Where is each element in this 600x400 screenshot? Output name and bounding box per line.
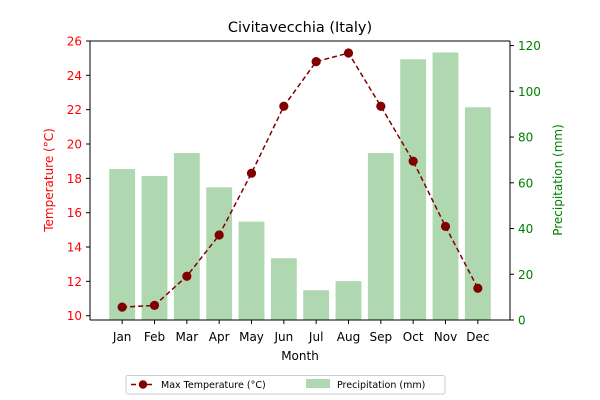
x-tick-label: Feb [144,330,165,344]
right-y-tick-label: 20 [518,268,533,282]
x-tick-label: Nov [434,330,457,344]
x-tick-label: Apr [209,330,230,344]
precipitation-bar-jul [303,290,330,320]
temperature-point-aug [343,48,354,58]
x-axis-label: Month [281,349,319,363]
left-y-axis-ticks: 10 12 14 16 18 20 22 24 26 [67,35,90,323]
left-y-tick-label: 18 [67,172,82,186]
precipitation-bar-jan [109,169,136,320]
left-y-tick-label: 12 [67,275,82,289]
x-tick-label: Jul [308,330,323,344]
temperature-point-mar [182,271,192,281]
chart-title: Civitavecchia (Italy) [228,20,372,36]
left-y-tick-label: 26 [67,35,82,49]
left-y-tick-label: 14 [67,241,82,255]
left-y-tick-label: 16 [67,206,82,220]
x-tick-label: Jan [112,330,132,344]
legend-label-temperature: Max Temperature (°C) [161,380,266,391]
legend-marker-swatch [138,380,148,389]
x-tick-label: May [239,330,264,344]
precipitation-bar-aug [335,281,362,320]
temperature-point-nov [440,221,451,232]
left-y-tick-label: 22 [67,103,82,117]
right-y-tick-label: 0 [518,314,526,328]
right-y-tick-label: 120 [518,39,541,53]
right-y-tick-label: 80 [518,131,533,145]
x-axis-ticks: Jan Feb Mar Apr May Jun Jul Aug Sep Oct Nov Dec [112,320,489,344]
precipitation-bar-feb [141,175,168,320]
left-y-axis-label: Temperature (°C) [42,128,56,233]
axes [89,40,511,321]
temperature-point-jul [311,57,321,67]
temperature-point-oct [408,156,418,166]
temperature-point-jun [279,101,289,111]
temperature-point-sep [376,101,386,111]
precipitation-bar-jun [270,258,297,320]
precipitation-bar-oct [400,59,427,321]
temperature-point-jan [117,302,127,312]
x-tick-label: Oct [403,330,424,344]
right-y-axis-label: Precipitation (mm) [551,124,565,236]
left-y-tick-label: 24 [67,69,82,83]
temperature-point-feb [149,300,160,311]
legend: Max Temperature (°C) Precipitation (mm) [125,375,446,395]
right-y-tick-label: 40 [518,222,533,236]
temperature-point-may [246,168,257,178]
temperature-line [122,52,479,308]
precipitation-bar-mar [173,153,200,320]
legend-frame [125,375,446,395]
legend-label-precipitation: Precipitation (mm) [337,380,425,391]
precipitation-bar-may [238,221,265,320]
temperature-point-apr [214,230,224,240]
right-y-tick-label: 60 [518,176,533,190]
x-tick-label: Jun [273,330,293,344]
left-y-tick-label: 10 [67,309,82,323]
temperature-line-layer [117,48,483,312]
x-tick-label: Dec [466,330,489,344]
legend-bar-swatch [306,379,330,388]
x-tick-label: Aug [337,330,360,344]
right-y-tick-label: 100 [518,85,541,99]
x-tick-label: Sep [370,330,393,344]
left-y-tick-label: 20 [67,138,82,152]
precipitation-bar-nov [432,52,459,321]
precipitation-bar-apr [206,187,233,320]
temperature-point-dec [473,283,483,293]
right-y-axis-ticks: 0 20 40 60 80 100 120 [510,39,541,328]
x-tick-label: Mar [176,330,199,344]
precipitation-bar-sep [367,153,394,320]
